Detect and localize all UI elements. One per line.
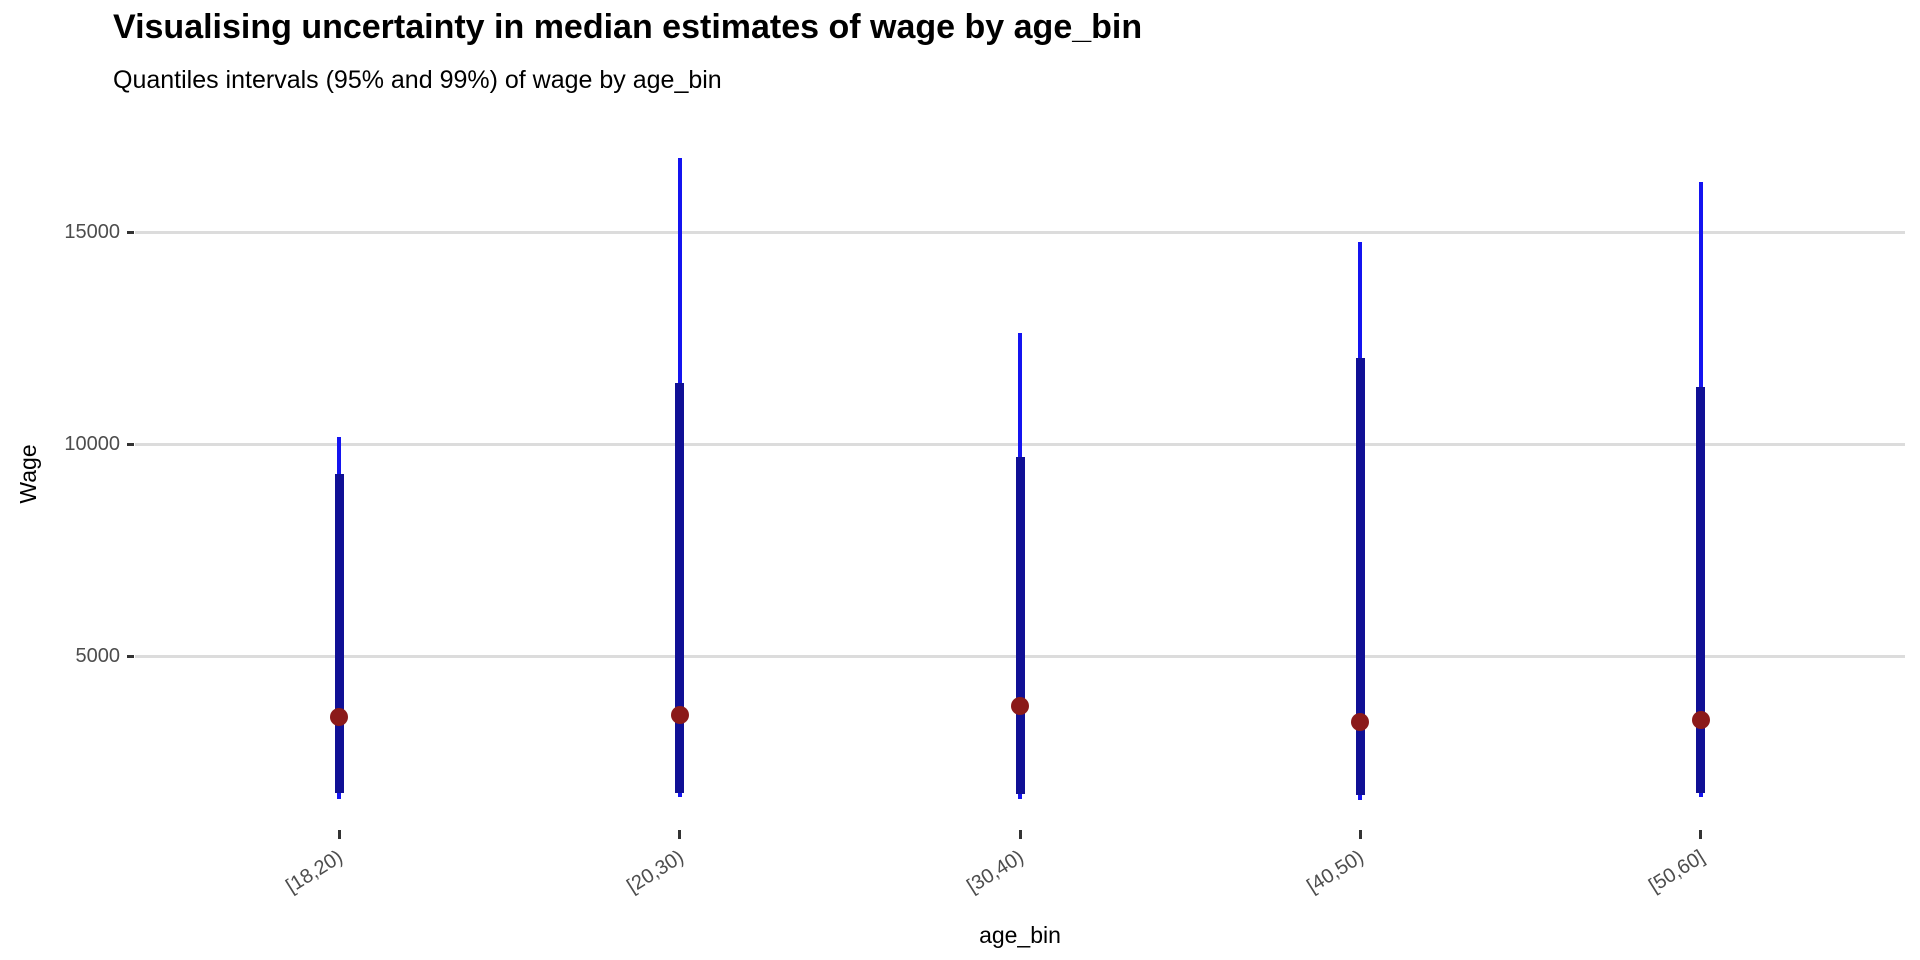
x-axis-title: age_bin: [979, 922, 1061, 948]
x-tick-label: [18,20): [282, 846, 347, 898]
y-tick-label: 15000: [64, 220, 120, 243]
interval-95: [1015, 456, 1025, 794]
median-point: [1691, 711, 1710, 730]
x-tick-label: [50,60]: [1644, 846, 1709, 898]
x-tick-label: [30,40): [963, 846, 1028, 898]
median-point: [330, 707, 349, 726]
x-tick-mark: [337, 830, 341, 839]
x-tick-mark: [678, 830, 682, 839]
y-tick-mark: [127, 231, 134, 235]
x-tick-label: [20,30): [622, 846, 688, 898]
interval-95: [1355, 358, 1365, 795]
x-tick-mark: [1018, 830, 1022, 839]
y-tick-label: 5000: [75, 644, 121, 667]
chart-subtitle: Quantiles intervals (95% and 99%) of wag…: [113, 66, 722, 94]
y-axis-title: Wage: [15, 444, 41, 504]
y-tick-mark: [127, 443, 134, 447]
x-tick-mark: [1699, 830, 1703, 839]
interval-95: [334, 473, 344, 794]
median-point: [1011, 697, 1029, 716]
median-point: [670, 706, 689, 725]
y-tick-mark: [127, 655, 134, 659]
y-gridline: [135, 231, 1905, 235]
interval-95: [1696, 386, 1706, 793]
y-tick-label: 10000: [64, 432, 120, 455]
chart-title: Visualising uncertainty in median estima…: [113, 8, 1143, 46]
x-tick-mark: [1358, 830, 1362, 839]
median-point: [1351, 713, 1370, 732]
interval-95: [675, 383, 685, 793]
x-tick-label: [40,50): [1303, 846, 1369, 898]
